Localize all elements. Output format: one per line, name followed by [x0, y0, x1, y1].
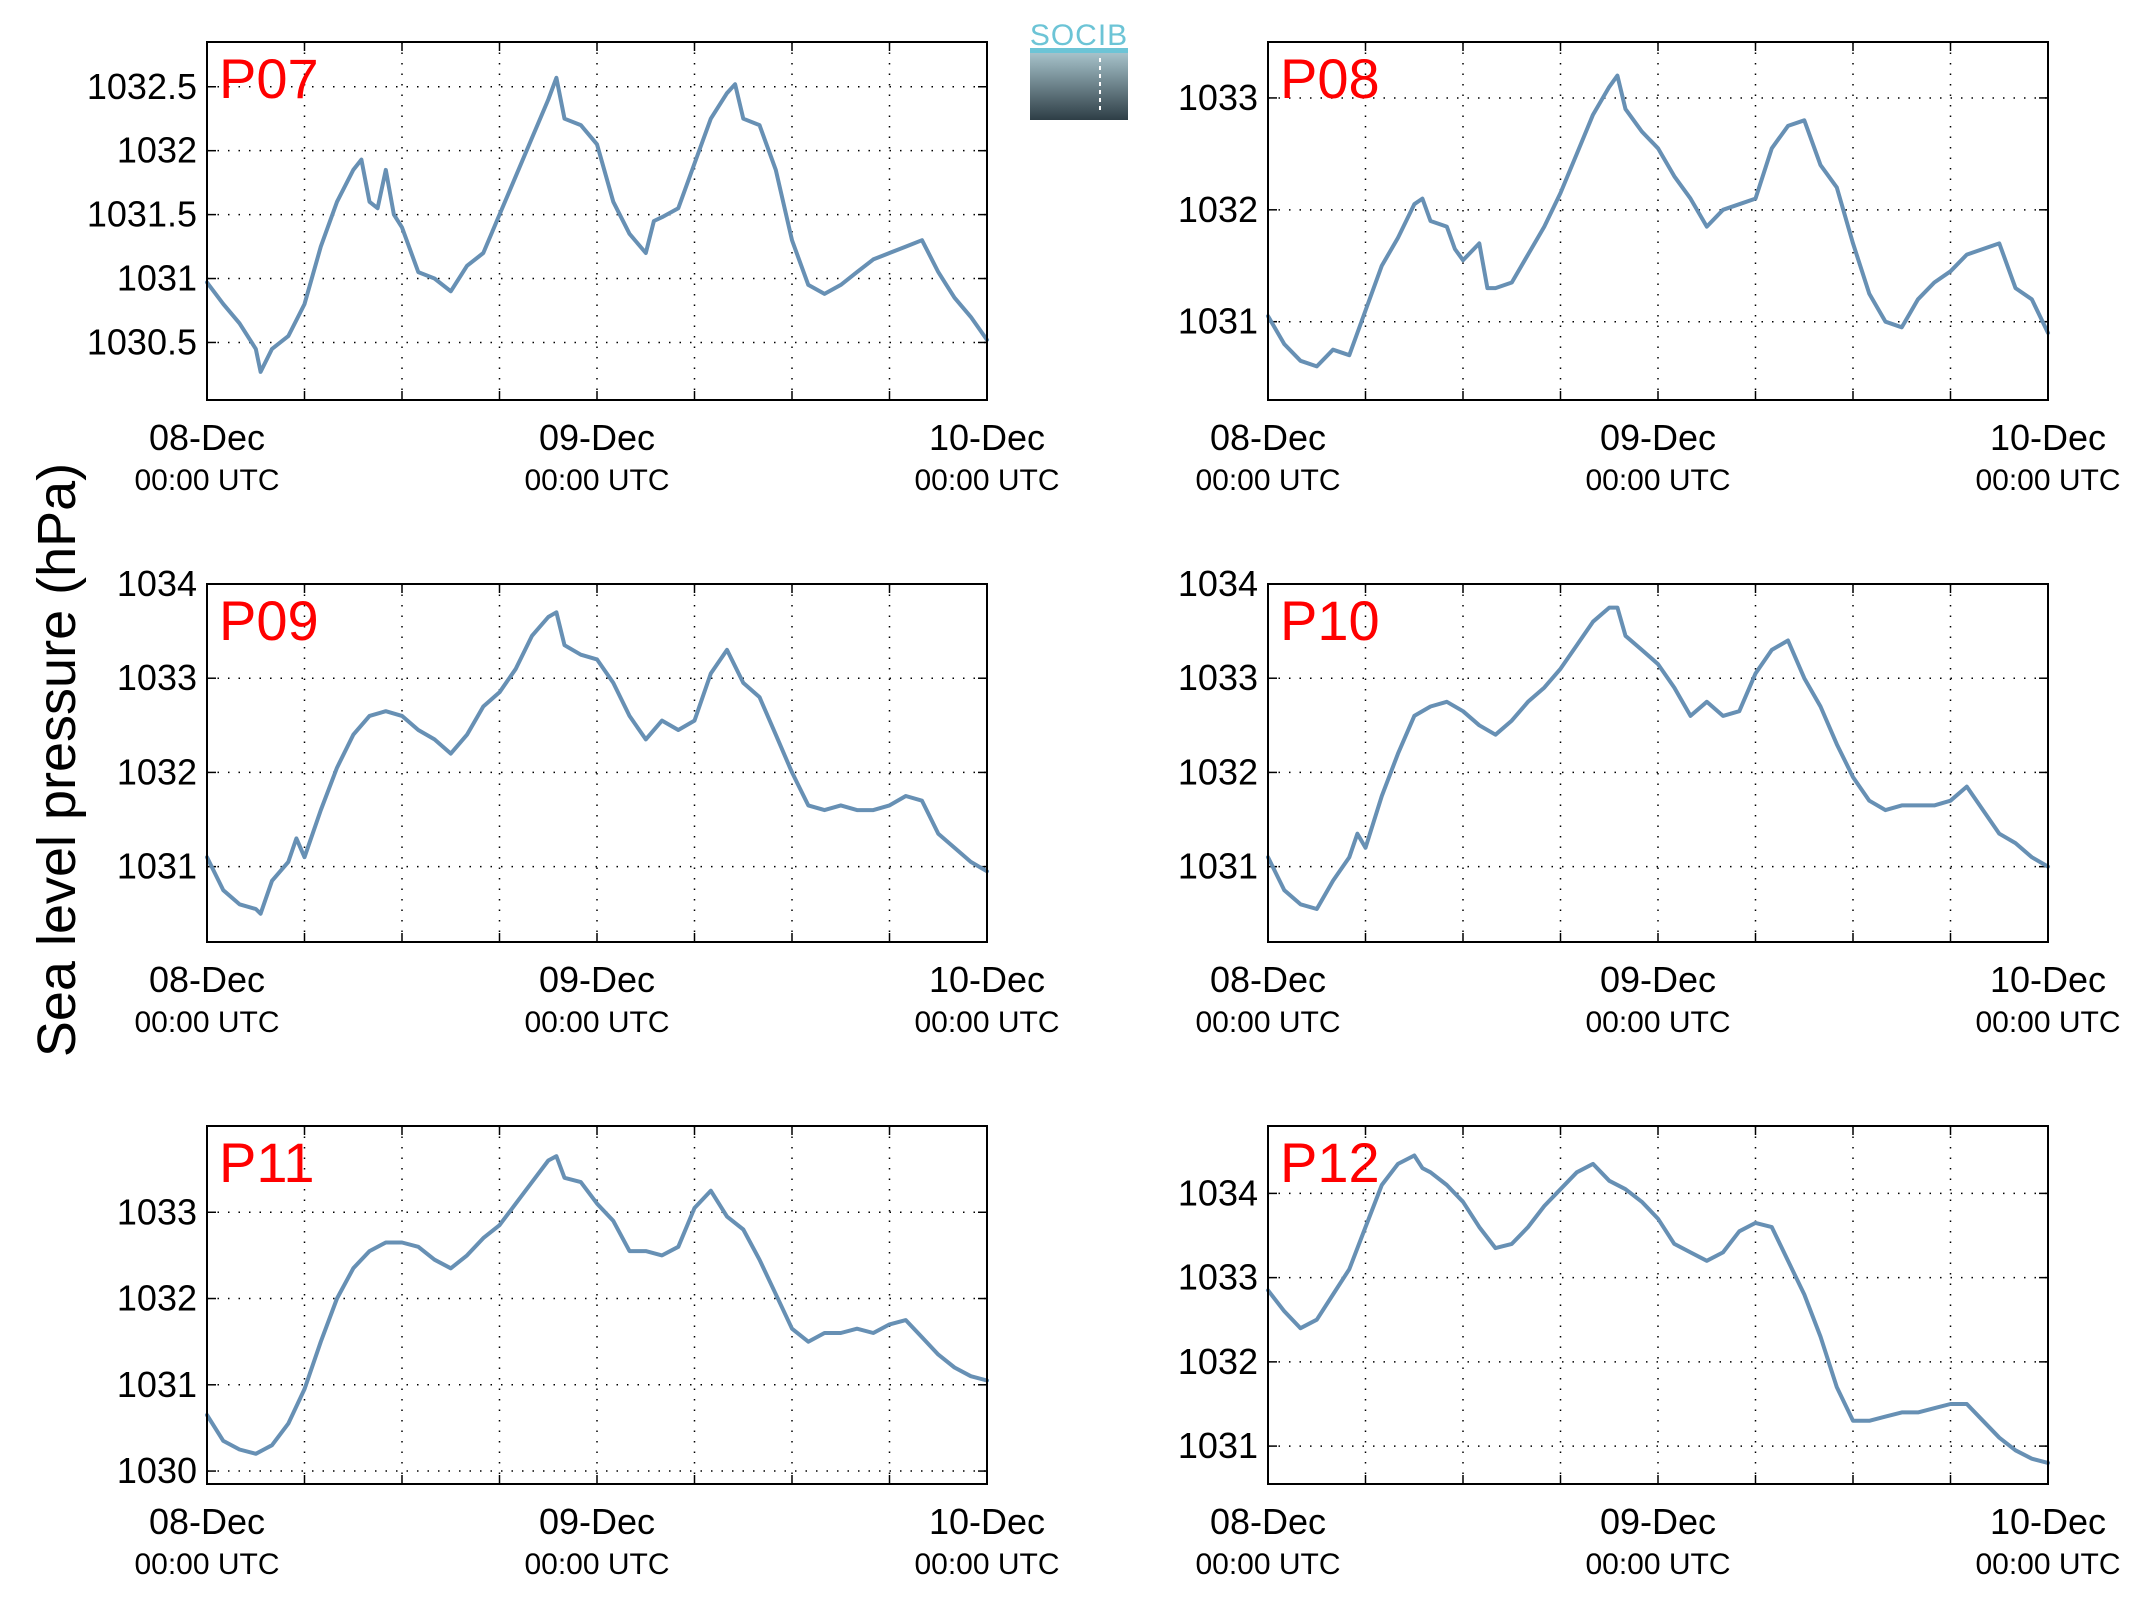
- x-tick-sublabel: 00:00 UTC: [524, 1548, 669, 1581]
- x-tick-sublabel: 00:00 UTC: [1975, 464, 2120, 497]
- x-tick-sublabel: 00:00 UTC: [1585, 1006, 1730, 1039]
- series-line-p09: [205, 610, 989, 916]
- panel-p07: 1030.5 1031 1031.5 1032 1032.5 08-Dec 00:00 UT…: [87, 41, 1060, 497]
- panel-label: P11: [219, 1131, 314, 1194]
- series-line-p07: [205, 75, 989, 374]
- axes-frame: [1267, 583, 2049, 943]
- y-tick-label: 1032: [1178, 751, 1258, 792]
- logo-wave: [1030, 48, 1128, 53]
- panel-p09: 1031 1032 1033 1034 08-Dec 00:00 UTC 09-Dec 00:…: [117, 563, 1060, 1039]
- y-tick-label: 1031: [1178, 1425, 1258, 1466]
- x-tick-label: 09-Dec: [1600, 1501, 1716, 1542]
- series-line-p08: [1266, 73, 2050, 369]
- axes-frame: [1267, 41, 2049, 401]
- series-line-p12: [1266, 1153, 2050, 1465]
- x-tick-label: 08-Dec: [1210, 417, 1326, 458]
- x-tick-sublabel: 00:00 UTC: [134, 1006, 279, 1039]
- x-tick-sublabel: 00:00 UTC: [524, 464, 669, 497]
- y-tick-label: 1031.5: [87, 194, 197, 235]
- x-tick-sublabel: 00:00 UTC: [914, 464, 1059, 497]
- y-tick-label: 1032: [117, 1278, 197, 1319]
- x-tick-label: 08-Dec: [1210, 959, 1326, 1000]
- x-tick-label: 10-Dec: [929, 959, 1045, 1000]
- x-tick-label: 10-Dec: [1990, 1501, 2106, 1542]
- x-tick-label: 09-Dec: [539, 417, 655, 458]
- x-tick-sublabel: 00:00 UTC: [1585, 464, 1730, 497]
- x-tick-sublabel: 00:00 UTC: [1585, 1548, 1730, 1581]
- panel-label: P12: [1280, 1131, 1380, 1194]
- socib-logo: SOCIB: [1030, 19, 1128, 120]
- series-line-p11: [205, 1154, 989, 1456]
- y-tick-label: 1032: [117, 751, 197, 792]
- x-tick-sublabel: 00:00 UTC: [914, 1006, 1059, 1039]
- y-tick-label: 1034: [1178, 563, 1258, 604]
- x-tick-sublabel: 00:00 UTC: [1195, 1548, 1340, 1581]
- x-tick-sublabel: 00:00 UTC: [1195, 1006, 1340, 1039]
- y-tick-label: 1031: [1178, 301, 1258, 342]
- axes-frame: [1267, 1125, 2049, 1485]
- axes-frame: [206, 41, 988, 401]
- x-tick-label: 10-Dec: [1990, 417, 2106, 458]
- y-tick-label: 1031: [117, 258, 197, 299]
- panel-p12: 1031 1032 1033 1034 08-Dec 00:00 UTC 09-Dec 00:…: [1178, 1125, 2121, 1581]
- axes-frame: [206, 583, 988, 943]
- x-tick-sublabel: 00:00 UTC: [524, 1006, 669, 1039]
- y-tick-label: 1033: [117, 657, 197, 698]
- x-tick-label: 10-Dec: [929, 1501, 1045, 1542]
- y-tick-label: 1032: [117, 130, 197, 171]
- x-tick-sublabel: 00:00 UTC: [134, 464, 279, 497]
- y-tick-label: 1031: [117, 846, 197, 887]
- panel-p10: 1031 1032 1033 1034 08-Dec 00:00 UTC 09-Dec 00:…: [1178, 563, 2121, 1039]
- x-tick-sublabel: 00:00 UTC: [1975, 1006, 2120, 1039]
- y-tick-label: 1032: [1178, 189, 1258, 230]
- x-tick-sublabel: 00:00 UTC: [1195, 464, 1340, 497]
- y-tick-label: 1030.5: [87, 321, 197, 362]
- panel-label: P09: [219, 589, 319, 652]
- logo-gradient-block: [1030, 52, 1128, 120]
- y-tick-label: 1034: [1178, 1172, 1258, 1213]
- y-tick-label: 1031: [117, 1364, 197, 1405]
- x-tick-label: 08-Dec: [149, 1501, 265, 1542]
- panel-label: P07: [219, 47, 319, 110]
- x-tick-label: 09-Dec: [539, 959, 655, 1000]
- x-tick-label: 08-Dec: [149, 959, 265, 1000]
- panel-p11: 1030 1031 1032 1033 08-Dec 00:00 UTC 09-Dec 00:…: [117, 1125, 1060, 1581]
- y-tick-label: 1033: [1178, 657, 1258, 698]
- y-tick-label: 1034: [117, 563, 197, 604]
- y-tick-label: 1033: [117, 1191, 197, 1232]
- axes-frame: [206, 1125, 988, 1485]
- x-tick-label: 09-Dec: [1600, 417, 1716, 458]
- x-tick-label: 10-Dec: [929, 417, 1045, 458]
- x-tick-label: 10-Dec: [1990, 959, 2106, 1000]
- y-tick-label: 1033: [1178, 1257, 1258, 1298]
- x-tick-sublabel: 00:00 UTC: [134, 1548, 279, 1581]
- x-tick-sublabel: 00:00 UTC: [1975, 1548, 2120, 1581]
- y-tick-label: 1031: [1178, 846, 1258, 887]
- y-tick-label: 1033: [1178, 77, 1258, 118]
- panel-label: P08: [1280, 47, 1380, 110]
- panel-p08: 1031 1032 1033 08-Dec 00:00 UTC 09-Dec 00:00 U…: [1178, 41, 2121, 497]
- x-tick-label: 09-Dec: [1600, 959, 1716, 1000]
- y-tick-label: 1030: [117, 1450, 197, 1491]
- x-tick-label: 08-Dec: [149, 417, 265, 458]
- x-tick-sublabel: 00:00 UTC: [914, 1548, 1059, 1581]
- y-tick-label: 1032: [1178, 1341, 1258, 1382]
- x-tick-label: 08-Dec: [1210, 1501, 1326, 1542]
- x-tick-label: 09-Dec: [539, 1501, 655, 1542]
- series-line-p10: [1266, 605, 2050, 911]
- panel-label: P10: [1280, 589, 1380, 652]
- y-tick-label: 1032.5: [87, 66, 197, 107]
- y-axis-label: Sea level pressure (hPa): [27, 463, 87, 1057]
- logo-text: SOCIB: [1030, 19, 1128, 52]
